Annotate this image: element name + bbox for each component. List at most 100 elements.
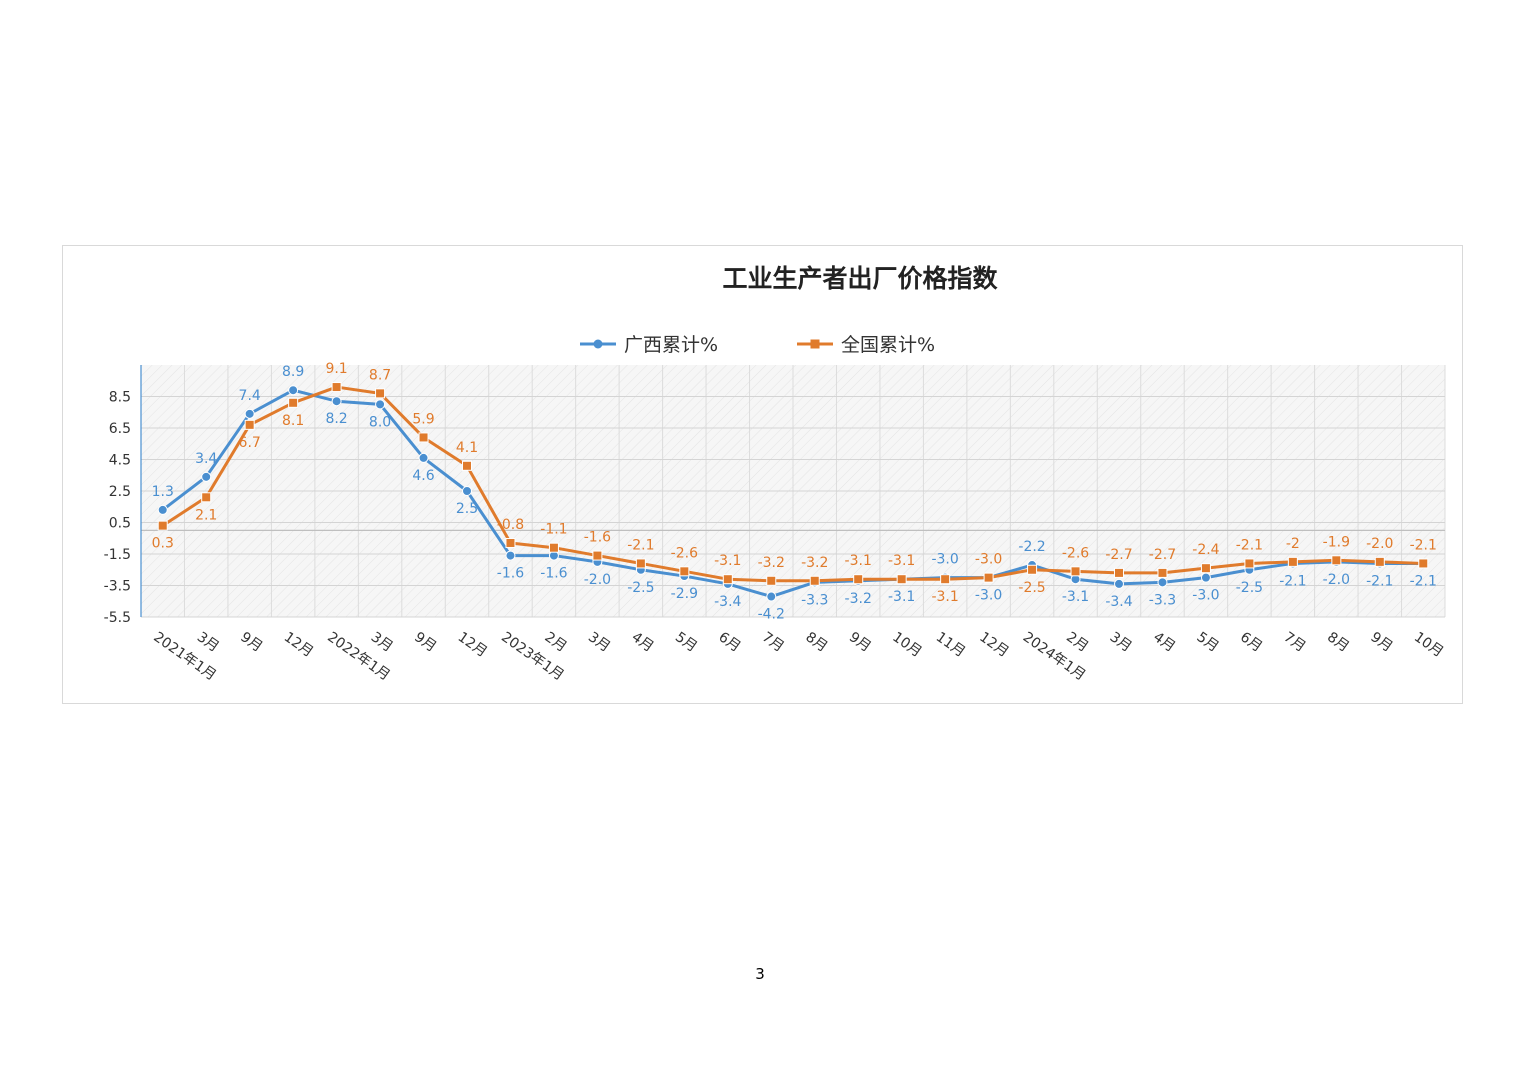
data-point (1157, 577, 1168, 588)
data-label: -2.0 (1366, 536, 1393, 552)
data-label: -3.4 (1105, 594, 1132, 610)
data-point (1157, 567, 1168, 578)
data-point (1287, 556, 1298, 567)
data-point (1200, 572, 1211, 583)
data-point (418, 432, 429, 443)
data-label: -2.2 (1018, 539, 1045, 555)
data-point (983, 572, 994, 583)
data-label: -2.5 (1236, 580, 1263, 596)
data-label: -2.1 (1410, 573, 1437, 589)
data-label: 4.6 (412, 468, 434, 484)
data-label: -4.2 (758, 607, 785, 623)
data-point (592, 550, 603, 561)
data-point (418, 452, 429, 463)
data-point (375, 388, 386, 399)
legend-label: 广西累计% (624, 334, 718, 356)
data-point (331, 396, 342, 407)
x-tick-label: 8月 (802, 629, 830, 655)
x-tick-label: 12月 (976, 629, 1011, 660)
data-point (375, 399, 386, 410)
data-point (157, 520, 168, 531)
data-point (1114, 578, 1124, 589)
data-point (157, 504, 168, 515)
data-label: -3.3 (801, 592, 828, 608)
data-point (462, 460, 472, 471)
data-label: -3.2 (801, 555, 828, 571)
data-label: 0.3 (152, 536, 174, 552)
data-label: -2.9 (671, 586, 698, 602)
data-label: 1.3 (152, 484, 174, 500)
data-label: -3.1 (845, 553, 872, 569)
data-label: 2.5 (456, 501, 478, 517)
data-label: 8.2 (325, 411, 347, 427)
page-number: 3 (755, 965, 765, 983)
data-label: 8.9 (282, 364, 304, 380)
data-label: -2.1 (1410, 537, 1437, 553)
data-label: 8.7 (369, 367, 391, 383)
x-tick-label: 7月 (759, 629, 787, 655)
data-point (635, 558, 646, 569)
data-point (548, 542, 559, 553)
data-label: -2.5 (627, 580, 654, 596)
data-label: -3.1 (931, 589, 958, 605)
x-tick-label: 9月 (411, 629, 439, 655)
data-label: -3.1 (714, 553, 741, 569)
legend-marker (593, 339, 603, 349)
data-label: -2 (1286, 536, 1300, 552)
y-tick-label: -3.5 (104, 579, 131, 595)
data-label: -3.1 (888, 589, 915, 605)
x-tick-label: 5月 (1194, 629, 1222, 655)
data-point (1418, 558, 1429, 569)
x-tick-label: 3月 (194, 629, 222, 655)
x-tick-label: 12月 (281, 629, 316, 660)
data-label: -3.3 (1149, 592, 1176, 608)
x-tick-label: 12月 (455, 629, 490, 660)
x-tick-label: 4月 (1150, 629, 1178, 655)
data-label: 9.1 (325, 361, 347, 377)
data-point (462, 486, 472, 496)
x-tick-label: 8月 (1324, 629, 1352, 655)
data-point (1070, 566, 1081, 577)
data-label: -1.6 (497, 566, 524, 582)
data-label: 3.4 (195, 451, 217, 467)
data-point (1244, 558, 1255, 569)
data-point (853, 574, 864, 585)
data-point (244, 408, 255, 419)
legend-marker (810, 339, 820, 349)
x-tick-label: 4月 (629, 629, 657, 655)
x-tick-label: 3月 (368, 629, 396, 655)
x-tick-label: 3月 (585, 629, 613, 655)
x-tick-label: 10月 (889, 629, 924, 660)
data-label: -2.5 (1018, 580, 1045, 596)
chart-title: 工业生产者出厂价格指数 (722, 264, 998, 293)
data-point (809, 575, 820, 586)
x-tick-label: 9月 (846, 629, 874, 655)
x-tick-label: 7月 (1281, 629, 1309, 655)
data-label: -2.1 (1279, 573, 1306, 589)
data-label: -0.8 (497, 517, 524, 533)
data-label: -2.1 (1236, 537, 1263, 553)
data-label: 8.1 (282, 413, 304, 429)
data-label: -1.9 (1323, 534, 1350, 550)
series-line-2 (161, 385, 1424, 583)
data-label: 8.0 (369, 414, 391, 430)
y-tick-label: 0.5 (109, 516, 131, 532)
data-label: -1.6 (584, 530, 611, 546)
y-tick-label: 4.5 (109, 453, 131, 469)
data-label: -3.0 (931, 552, 958, 568)
data-point (201, 492, 212, 503)
data-point (679, 566, 690, 577)
data-point (1114, 567, 1124, 578)
legend-label: 全国累计% (841, 334, 935, 356)
y-tick-label: 8.5 (109, 390, 131, 406)
data-label: -2.6 (671, 545, 698, 561)
data-label: -2.7 (1105, 547, 1132, 563)
data-point (722, 574, 733, 585)
data-label: -1.6 (540, 566, 567, 582)
data-label: -3.0 (975, 552, 1002, 568)
data-point (766, 591, 777, 602)
data-label: 4.1 (456, 440, 478, 456)
x-tick-label: 9月 (1368, 629, 1396, 655)
y-tick-label: 6.5 (109, 421, 131, 437)
line-chart: 工业生产者出厂价格指数 广西累计% 全国累计% 8.5 6.5 4.5 2.5 0.5 -1… (104, 264, 1447, 684)
